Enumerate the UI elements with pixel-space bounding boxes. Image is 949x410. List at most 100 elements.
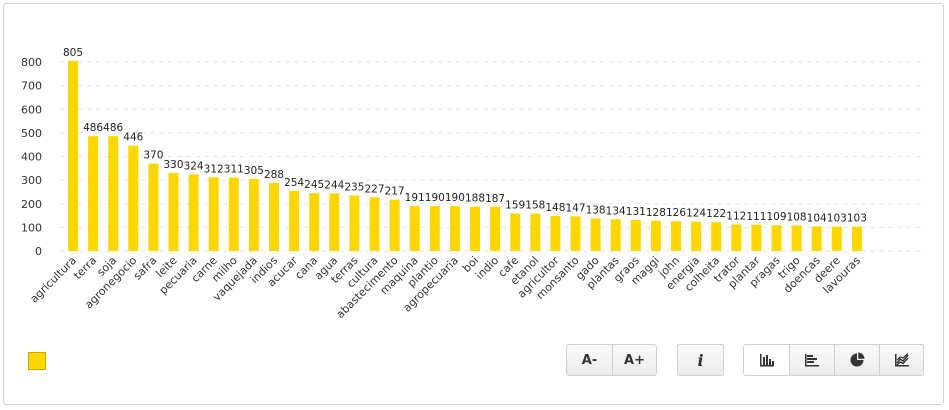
- data-label: 191: [405, 192, 425, 204]
- y-tick-label: 400: [21, 151, 42, 164]
- data-label: 134: [606, 205, 626, 217]
- legend-swatch[interactable]: [28, 352, 46, 370]
- data-label: 305: [244, 165, 264, 177]
- bar[interactable]: [490, 206, 501, 251]
- bar[interactable]: [349, 195, 360, 251]
- data-label: 103: [827, 213, 847, 225]
- horizontal-bar-chart-button[interactable]: [789, 345, 834, 375]
- data-label: 108: [787, 211, 807, 223]
- bar[interactable]: [289, 190, 300, 251]
- bar[interactable]: [650, 220, 661, 251]
- data-label: 446: [123, 132, 143, 144]
- y-tick-label: 800: [21, 56, 42, 69]
- bar[interactable]: [530, 213, 541, 251]
- pie-chart-icon: [850, 352, 865, 367]
- bar[interactable]: [128, 145, 139, 251]
- y-tick-label: 100: [21, 221, 42, 234]
- data-label: 486: [83, 122, 103, 134]
- font-increase-button[interactable]: A+: [612, 345, 656, 375]
- pie-chart-button[interactable]: [834, 345, 879, 375]
- bar[interactable]: [510, 213, 521, 251]
- bar[interactable]: [470, 206, 480, 251]
- data-label: 244: [324, 179, 344, 191]
- bar[interactable]: [751, 224, 762, 251]
- bar[interactable]: [630, 220, 641, 251]
- data-label: 122: [706, 208, 726, 220]
- data-label: 311: [224, 164, 244, 176]
- bar[interactable]: [309, 193, 320, 251]
- y-tick-label: 700: [21, 80, 42, 93]
- data-label: 124: [686, 208, 706, 220]
- bar[interactable]: [691, 221, 702, 251]
- data-label: 486: [103, 122, 123, 134]
- font-decrease-button[interactable]: A-: [581, 352, 598, 368]
- bar[interactable]: [570, 216, 581, 251]
- y-tick-label: 200: [21, 198, 42, 211]
- bar[interactable]: [771, 225, 782, 251]
- x-tick-label: agricultura: [28, 254, 80, 306]
- x-axis-ticks: agriculturaterrasojaagronegociosafraleit…: [28, 254, 864, 320]
- data-label: 159: [505, 199, 525, 211]
- bar[interactable]: [168, 173, 179, 251]
- data-label: 288: [264, 169, 284, 181]
- bar[interactable]: [68, 60, 78, 251]
- bar[interactable]: [791, 225, 802, 251]
- bar[interactable]: [389, 199, 400, 251]
- bar[interactable]: [550, 216, 561, 251]
- info-button[interactable]: i: [697, 350, 704, 370]
- bar[interactable]: [731, 224, 742, 251]
- data-label: 187: [485, 193, 505, 205]
- data-label: 103: [847, 213, 867, 225]
- bar[interactable]: [148, 163, 159, 251]
- area-chart-icon: [894, 353, 909, 367]
- data-label: 128: [646, 207, 666, 219]
- data-label: 190: [445, 192, 465, 204]
- bar[interactable]: [108, 136, 119, 251]
- bar[interactable]: [610, 219, 621, 251]
- area-chart-button[interactable]: [879, 345, 923, 375]
- data-label: 158: [525, 200, 545, 212]
- bar[interactable]: [208, 177, 219, 251]
- data-label: 126: [666, 207, 686, 219]
- data-label: 147: [565, 202, 585, 214]
- bar[interactable]: [248, 178, 259, 251]
- bar[interactable]: [409, 205, 420, 251]
- data-label: 805: [63, 47, 83, 59]
- chart-type-controls: [743, 344, 924, 376]
- y-axis-ticks: 0 100 200 300 400 500 600 700 800: [21, 56, 42, 258]
- bar[interactable]: [671, 221, 681, 251]
- data-label: 217: [385, 186, 405, 198]
- y-tick-label: 500: [21, 127, 42, 140]
- bar[interactable]: [851, 226, 862, 251]
- data-label: 235: [344, 181, 364, 193]
- bar[interactable]: [228, 177, 239, 251]
- bar-chart-button[interactable]: [744, 345, 789, 375]
- data-label: 131: [626, 206, 646, 218]
- bar[interactable]: [711, 222, 722, 251]
- bars: [68, 60, 862, 251]
- bar-chart-icon: [759, 354, 774, 367]
- data-label: 104: [807, 212, 827, 224]
- bar[interactable]: [449, 206, 460, 251]
- bar[interactable]: [831, 226, 842, 251]
- data-label: 330: [163, 159, 183, 171]
- bar[interactable]: [590, 218, 601, 251]
- bar[interactable]: [269, 182, 279, 251]
- bar[interactable]: [811, 226, 822, 251]
- y-tick-label: 300: [21, 174, 42, 187]
- info-controls: i: [677, 344, 724, 376]
- y-tick-label: 600: [21, 103, 42, 116]
- data-label: 312: [204, 163, 224, 175]
- bar[interactable]: [188, 174, 199, 251]
- data-label: 112: [726, 211, 746, 223]
- data-label: 324: [184, 160, 204, 172]
- data-label: 111: [746, 211, 766, 223]
- data-label: 109: [766, 211, 786, 223]
- y-tick-label: 0: [35, 245, 42, 258]
- data-label: 190: [425, 192, 445, 204]
- bar[interactable]: [329, 193, 340, 251]
- bar[interactable]: [429, 206, 440, 251]
- bar[interactable]: [369, 197, 380, 251]
- bar[interactable]: [88, 136, 99, 251]
